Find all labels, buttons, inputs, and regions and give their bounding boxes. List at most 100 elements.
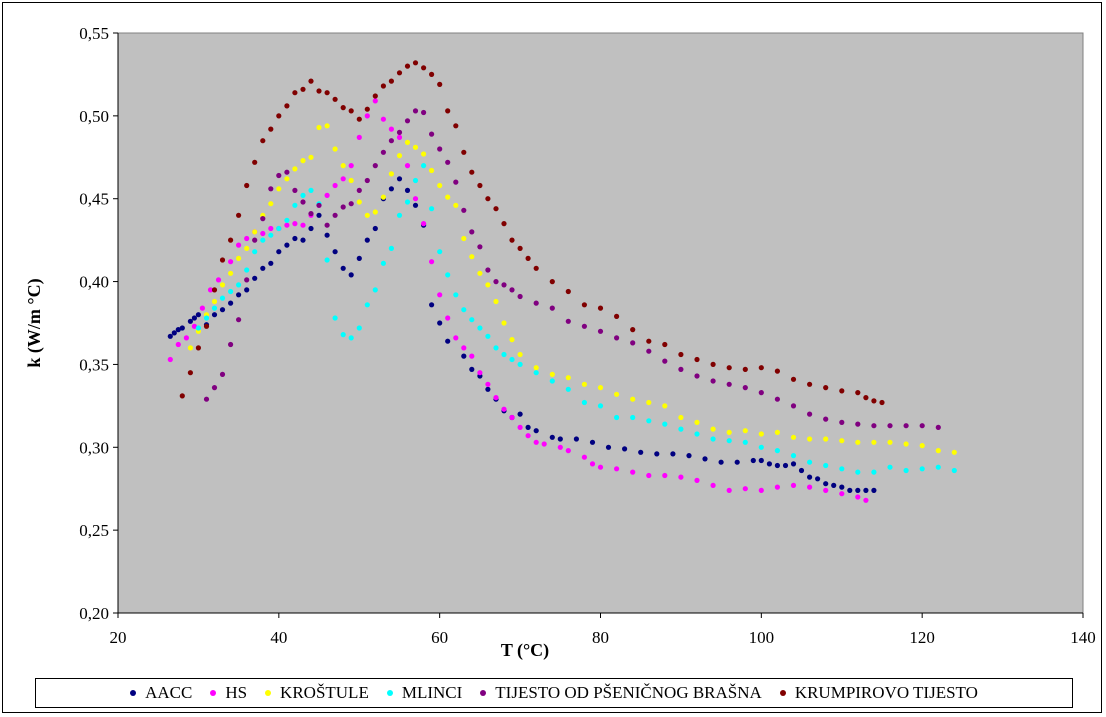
data-point (356, 325, 362, 331)
data-point (372, 98, 378, 104)
data-point (935, 448, 941, 454)
data-point (581, 399, 588, 406)
data-point (195, 345, 201, 351)
data-point (879, 399, 885, 406)
legend-marker (130, 690, 137, 696)
data-point (477, 244, 483, 250)
data-point (292, 221, 298, 227)
legend-label: KROŠTULE (280, 683, 369, 702)
data-point (380, 149, 386, 155)
data-point (461, 307, 467, 313)
data-point (871, 398, 877, 404)
data-point (774, 484, 781, 490)
data-point (517, 424, 523, 430)
legend-label: KRUMPIROVO TIJESTO (794, 683, 978, 702)
data-point (646, 338, 652, 344)
data-point (372, 287, 378, 293)
data-point (549, 305, 555, 311)
data-point (839, 438, 845, 444)
data-point (219, 371, 226, 377)
data-point (694, 477, 700, 483)
data-point (252, 237, 258, 243)
data-point (348, 108, 354, 114)
data-point (396, 153, 403, 159)
legend-item: MLINCI (386, 683, 462, 703)
data-point (589, 461, 596, 467)
data-point (260, 216, 266, 222)
data-point (758, 365, 764, 371)
data-point (839, 388, 845, 394)
data-point (758, 431, 764, 437)
data-point (533, 439, 539, 445)
data-point (549, 279, 555, 285)
data-point (823, 462, 829, 469)
data-point (501, 351, 507, 358)
data-point (388, 126, 394, 132)
data-point (324, 123, 330, 129)
data-point (557, 436, 563, 442)
data-point (742, 385, 748, 391)
data-point (863, 395, 869, 401)
data-point (364, 212, 370, 218)
data-point (244, 277, 250, 283)
data-point (790, 434, 797, 440)
legend-label: AACC (145, 683, 193, 702)
data-point (412, 202, 419, 208)
data-point (300, 158, 306, 164)
data-point (646, 348, 652, 354)
legend-marker (265, 690, 272, 696)
data-point (316, 212, 322, 218)
data-point (839, 491, 845, 497)
data-point (871, 487, 877, 493)
data-point (316, 202, 322, 208)
data-point (742, 366, 748, 372)
y-tick-label: 0,45 (79, 190, 109, 209)
data-point (276, 172, 282, 179)
data-point (276, 113, 282, 119)
data-point (461, 149, 467, 155)
data-point (710, 482, 716, 488)
data-point (453, 202, 459, 208)
data-point (412, 144, 419, 150)
data-point (429, 206, 435, 212)
data-point (380, 260, 386, 266)
data-point (750, 457, 756, 464)
data-point (654, 451, 660, 457)
data-point (614, 335, 620, 341)
data-point (614, 414, 620, 421)
y-tick-label: 0,30 (79, 438, 109, 457)
data-point (364, 302, 370, 308)
data-point (211, 287, 218, 293)
data-point (597, 385, 604, 391)
legend-label: HS (225, 683, 248, 702)
data-point (396, 134, 403, 140)
data-point (686, 453, 692, 459)
data-point (404, 139, 411, 145)
data-point (622, 446, 628, 452)
data-point (694, 431, 700, 437)
data-point (324, 222, 330, 228)
data-point (839, 419, 845, 425)
data-point (533, 428, 539, 434)
data-point (863, 487, 869, 493)
data-point (710, 426, 716, 432)
data-point (565, 318, 571, 324)
data-point (167, 333, 173, 339)
data-point (517, 361, 523, 367)
data-point (421, 65, 427, 71)
data-point (469, 317, 475, 323)
data-point (348, 272, 354, 278)
data-point (662, 341, 668, 348)
data-point (807, 484, 813, 490)
data-point (509, 287, 515, 293)
x-tick-label: 120 (909, 628, 935, 647)
data-point (469, 169, 475, 175)
data-point (461, 353, 467, 359)
data-point (614, 391, 620, 397)
data-point (646, 399, 652, 406)
data-point (195, 312, 201, 318)
data-point (758, 390, 764, 396)
data-point (855, 494, 861, 500)
data-point (517, 245, 523, 251)
